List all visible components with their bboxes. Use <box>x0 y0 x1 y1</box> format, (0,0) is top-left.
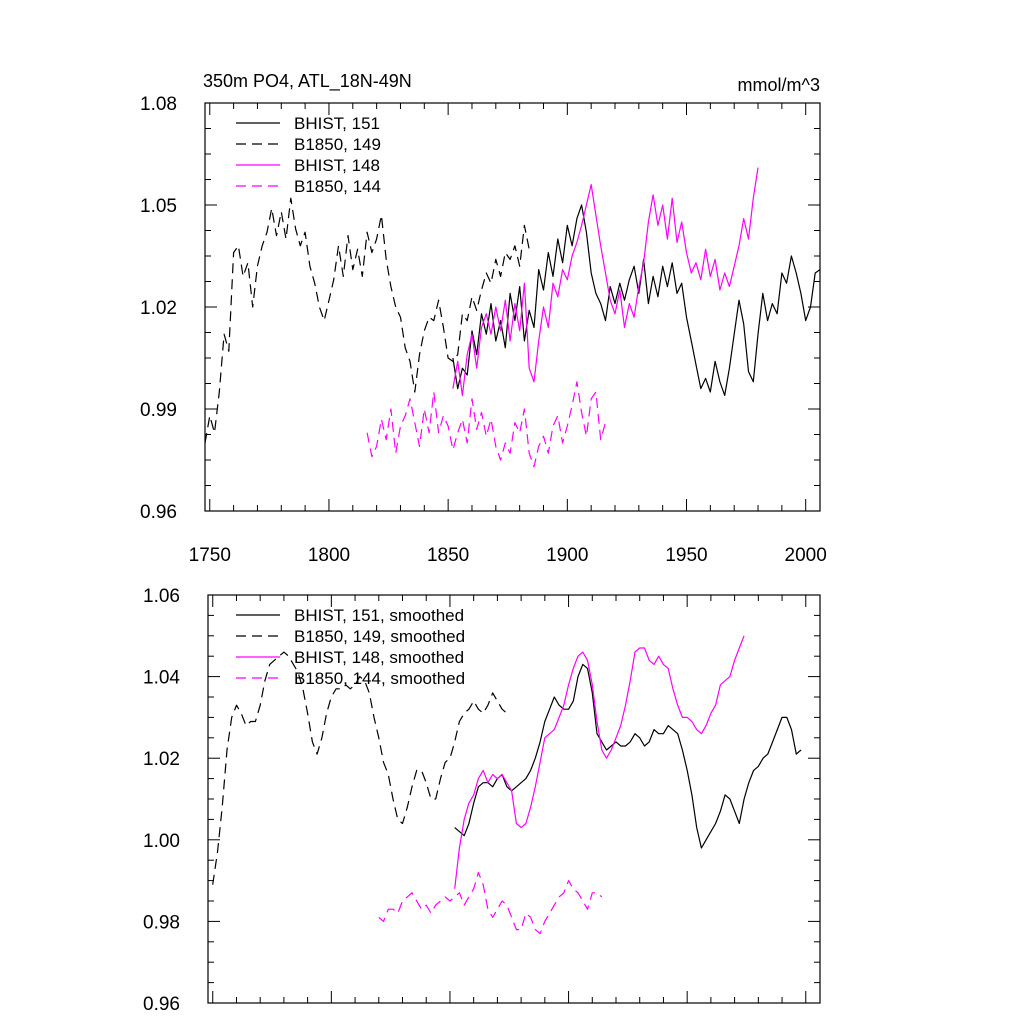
x-tick-label: 1900 <box>546 545 588 566</box>
legend-label: BHIST, 151 <box>294 114 380 133</box>
legend-label: B1850, 149, smoothed <box>294 627 465 646</box>
legend-label: B1850, 144 <box>294 177 381 196</box>
y-tick-label: 0.98 <box>143 912 180 933</box>
y-tick-label: 0.96 <box>140 502 177 523</box>
y-tick-label: 1.08 <box>140 94 177 115</box>
legend-label: BHIST, 148, smoothed <box>294 648 464 667</box>
series-line <box>378 871 603 935</box>
x-tick-label: 1950 <box>665 545 707 566</box>
y-tick-label: 0.96 <box>143 994 180 1015</box>
y-tick-label: 1.05 <box>140 196 177 217</box>
series-line <box>204 197 530 444</box>
y-tick-label: 1.02 <box>143 749 180 770</box>
y-tick-label: 1.06 <box>143 586 180 607</box>
y-tick-label: 1.00 <box>143 831 180 852</box>
y-tick-label: 1.02 <box>140 298 177 319</box>
series-line <box>366 381 607 468</box>
legend-label: BHIST, 151, smoothed <box>294 606 464 625</box>
legend-label: B1850, 149 <box>294 135 381 154</box>
x-tick-label: 1850 <box>427 545 469 566</box>
y-tick-label: 0.99 <box>140 400 177 421</box>
series-line <box>452 204 821 396</box>
chart-title: 350m PO4, ATL_18N-49N <box>203 71 412 92</box>
y-tick-label: 1.04 <box>143 668 180 689</box>
series-line <box>454 663 802 849</box>
series-line <box>212 651 508 885</box>
bottom-panel: 0.96 0.98 1.00 1.02 1.04 1.06 BHIST, 151, smoo… <box>143 586 821 1015</box>
x-tick-label: 1750 <box>189 545 231 566</box>
x-tick-label: 2000 <box>785 545 827 566</box>
legend-label: BHIST, 148 <box>294 156 380 175</box>
top-panel: 1750 1800 1850 1900 1950 2000 0.96 0.99 1.02 1.05… <box>140 71 827 566</box>
units-label: mmol/m^3 <box>738 75 820 95</box>
series-line <box>452 167 759 396</box>
x-tick-label: 1800 <box>308 545 350 566</box>
series-line <box>454 635 745 889</box>
legend-label: B1850, 144, smoothed <box>294 669 465 688</box>
